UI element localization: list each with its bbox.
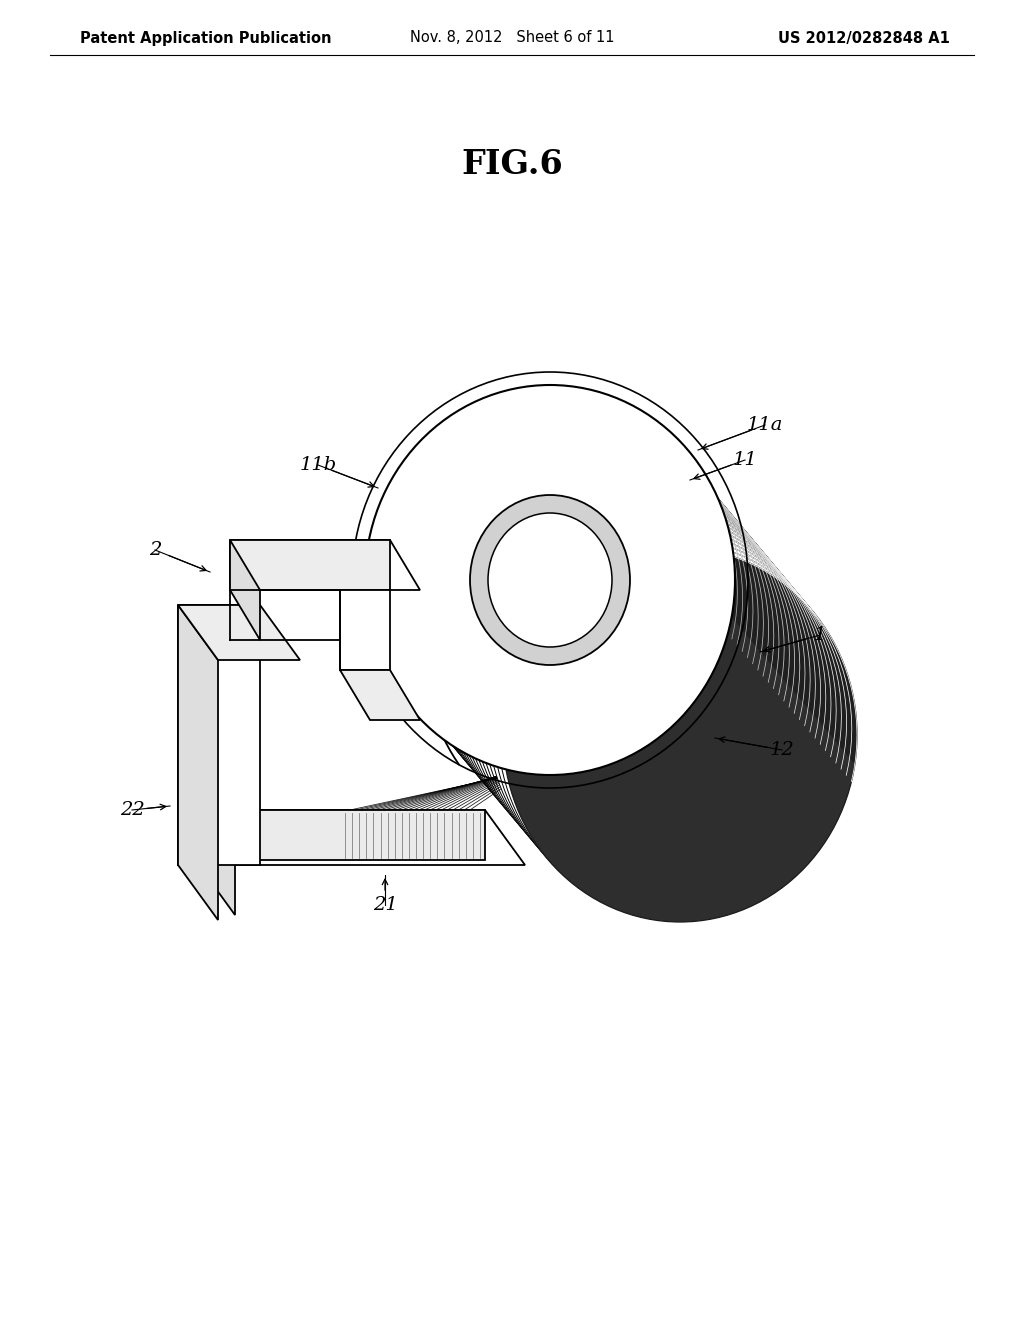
Polygon shape [178,605,218,920]
Ellipse shape [394,418,748,792]
Ellipse shape [425,455,779,829]
Text: 11a: 11a [746,416,783,434]
Ellipse shape [457,492,810,866]
Ellipse shape [503,548,857,921]
Text: 21: 21 [373,896,397,913]
Ellipse shape [404,430,758,804]
Polygon shape [195,810,234,915]
Text: US 2012/0282848 A1: US 2012/0282848 A1 [778,30,950,45]
Text: 2: 2 [148,541,161,558]
Ellipse shape [440,474,795,847]
Ellipse shape [472,511,825,884]
Text: 1: 1 [814,626,826,644]
Ellipse shape [493,536,847,909]
Ellipse shape [365,385,735,775]
Polygon shape [230,540,390,590]
Polygon shape [230,540,260,640]
Ellipse shape [477,517,831,891]
Text: Patent Application Publication: Patent Application Publication [80,30,332,45]
Polygon shape [195,810,525,865]
Polygon shape [178,605,300,660]
Ellipse shape [467,504,820,879]
Ellipse shape [445,479,800,854]
Ellipse shape [582,645,722,735]
Text: 11: 11 [732,451,758,469]
Ellipse shape [383,405,737,779]
Ellipse shape [488,513,612,647]
Ellipse shape [410,437,764,810]
Ellipse shape [415,442,769,817]
Ellipse shape [487,529,842,903]
Polygon shape [230,540,420,590]
Ellipse shape [430,461,784,836]
Text: 22: 22 [120,801,144,818]
Ellipse shape [435,467,790,841]
Text: FIG.6: FIG.6 [461,149,563,181]
Ellipse shape [451,486,805,861]
Polygon shape [539,393,857,764]
Polygon shape [195,810,485,861]
Ellipse shape [399,424,753,799]
Text: 11b: 11b [299,455,337,474]
Ellipse shape [388,412,742,785]
Text: Nov. 8, 2012   Sheet 6 of 11: Nov. 8, 2012 Sheet 6 of 11 [410,30,614,45]
Polygon shape [178,605,260,865]
Polygon shape [340,590,390,671]
Ellipse shape [462,499,815,873]
Text: 12: 12 [770,741,795,759]
Polygon shape [340,671,420,719]
Ellipse shape [420,449,774,822]
Ellipse shape [378,399,732,774]
Ellipse shape [482,523,837,898]
Ellipse shape [498,541,852,916]
Ellipse shape [470,495,630,665]
